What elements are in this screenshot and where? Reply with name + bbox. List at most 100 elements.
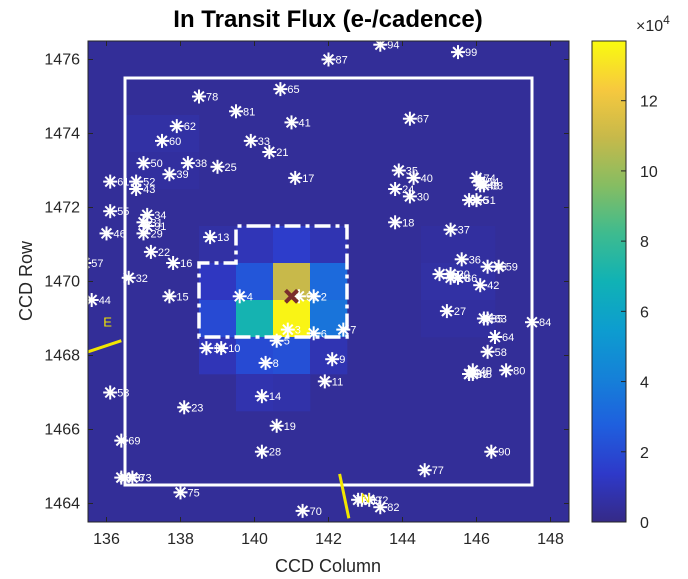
star-marker: 53 [103, 385, 129, 400]
star-label: 15 [176, 291, 188, 303]
star-label: 34 [154, 210, 166, 222]
star-marker: 83 [114, 470, 141, 485]
star-label: 77 [432, 465, 444, 477]
star-label: 48 [487, 180, 499, 192]
star-marker: 87 [321, 52, 348, 67]
star-label: 44 [99, 295, 111, 307]
star-marker: 4 [232, 289, 253, 304]
star-label: 14 [269, 391, 281, 403]
compass-e-arrow: E [87, 315, 122, 354]
star-label: 78 [206, 92, 218, 104]
star-marker: 50 [136, 156, 163, 171]
star-label: 9 [339, 354, 345, 366]
star-marker: 15 [162, 289, 189, 304]
star-label: 3 [295, 325, 301, 337]
x-tick-label: 144 [389, 531, 416, 548]
star-label: 86 [465, 273, 477, 285]
star-label: 49 [480, 365, 492, 377]
heatmap-plot: 9223456789101112131415161718192021222324… [88, 41, 569, 522]
star-marker: 14 [254, 389, 281, 404]
star-marker: 91 [140, 219, 166, 233]
star-marker: 21 [262, 145, 289, 159]
star-label: 82 [387, 502, 399, 514]
star-label: 88 [491, 180, 503, 192]
colorbar-tick-label: 12 [640, 94, 658, 111]
star-label: 38 [195, 158, 207, 170]
star-marker: 25 [210, 159, 237, 174]
star-marker: 16 [166, 256, 192, 270]
star-marker: 60 [155, 133, 181, 148]
star-marker: 70 [295, 503, 322, 518]
star-marker: 13 [203, 230, 229, 245]
star-marker: 64 [488, 330, 514, 344]
star-label: 7 [350, 325, 356, 337]
star-label: 89 [476, 369, 488, 381]
star-label: 99 [465, 47, 477, 59]
star-label: 62 [184, 121, 196, 133]
target-marker [284, 288, 299, 304]
star-label: 2 [321, 291, 327, 303]
star-label: 41 [299, 117, 311, 129]
star-marker: 65 [273, 82, 300, 97]
star-label: 59 [506, 262, 518, 274]
star-label: 73 [139, 473, 151, 485]
heatmap-cell [273, 374, 311, 412]
star-label: 70 [310, 506, 322, 518]
star-label: 85 [491, 314, 503, 326]
star-label: 21 [276, 147, 288, 159]
star-marker: 67 [402, 111, 429, 126]
star-label: 29 [151, 228, 163, 240]
heatmap-cell [199, 300, 237, 338]
star-marker: 78 [192, 89, 218, 104]
star-label: 11 [332, 376, 343, 388]
star-marker: 29 [136, 226, 163, 241]
star-label: 16 [180, 258, 192, 270]
y-tick-label: 1470 [44, 274, 80, 291]
y-axis-label: CCD Row [16, 240, 36, 321]
star-marker: 38 [180, 156, 207, 171]
star-markers: 9223456789101112131415161718192021222324… [88, 41, 551, 518]
heatmap-cell [236, 337, 274, 375]
star-marker: 36 [454, 252, 481, 267]
star-label: 42 [487, 280, 499, 292]
star-label: 8 [273, 358, 279, 370]
star-label: 66 [495, 262, 507, 274]
star-marker: 52 [129, 174, 155, 189]
star-marker: 84 [525, 315, 551, 330]
compass-label: N [361, 490, 370, 505]
y-tick-label: 1466 [44, 422, 80, 439]
heatmap-cell [310, 226, 348, 264]
star-label: 28 [269, 447, 281, 459]
star-label: 69 [128, 436, 140, 448]
heatmap-cell [273, 226, 311, 264]
star-marker: 41 [284, 115, 311, 130]
colorbar-gradient [591, 40, 627, 523]
star-label: 75 [188, 487, 200, 499]
star-label: 91 [154, 221, 166, 233]
x-tick-label: 136 [93, 531, 120, 548]
star-marker: 90 [484, 444, 511, 459]
star-marker: 57 [88, 257, 104, 270]
star-marker: 23 [177, 400, 203, 415]
star-label: 43 [143, 184, 155, 196]
star-marker: 7 [336, 322, 356, 337]
chart-title: In Transit Flux (e-/cadence) [173, 6, 482, 33]
y-tick-label: 1474 [44, 126, 80, 143]
star-label: 36 [469, 254, 481, 266]
star-marker: 86 [451, 270, 477, 285]
star-label: 40 [421, 173, 433, 185]
star-marker: 12 [199, 341, 226, 356]
star-label: 72 [376, 495, 388, 507]
star-label: 10 [228, 343, 240, 355]
star-label: 50 [151, 158, 163, 170]
colorbar-ticks: 0 2 4 6 8 10 12 [621, 94, 658, 532]
star-marker: 69 [114, 433, 141, 448]
y-tick-label: 1468 [44, 348, 80, 365]
star-label: 81 [243, 106, 255, 118]
star-marker: 82 [373, 500, 400, 515]
star-label: 17 [302, 173, 314, 185]
x-axis-label: CCD Column [275, 556, 381, 576]
heatmap-cell [236, 226, 274, 264]
star-label: 25 [225, 162, 237, 174]
